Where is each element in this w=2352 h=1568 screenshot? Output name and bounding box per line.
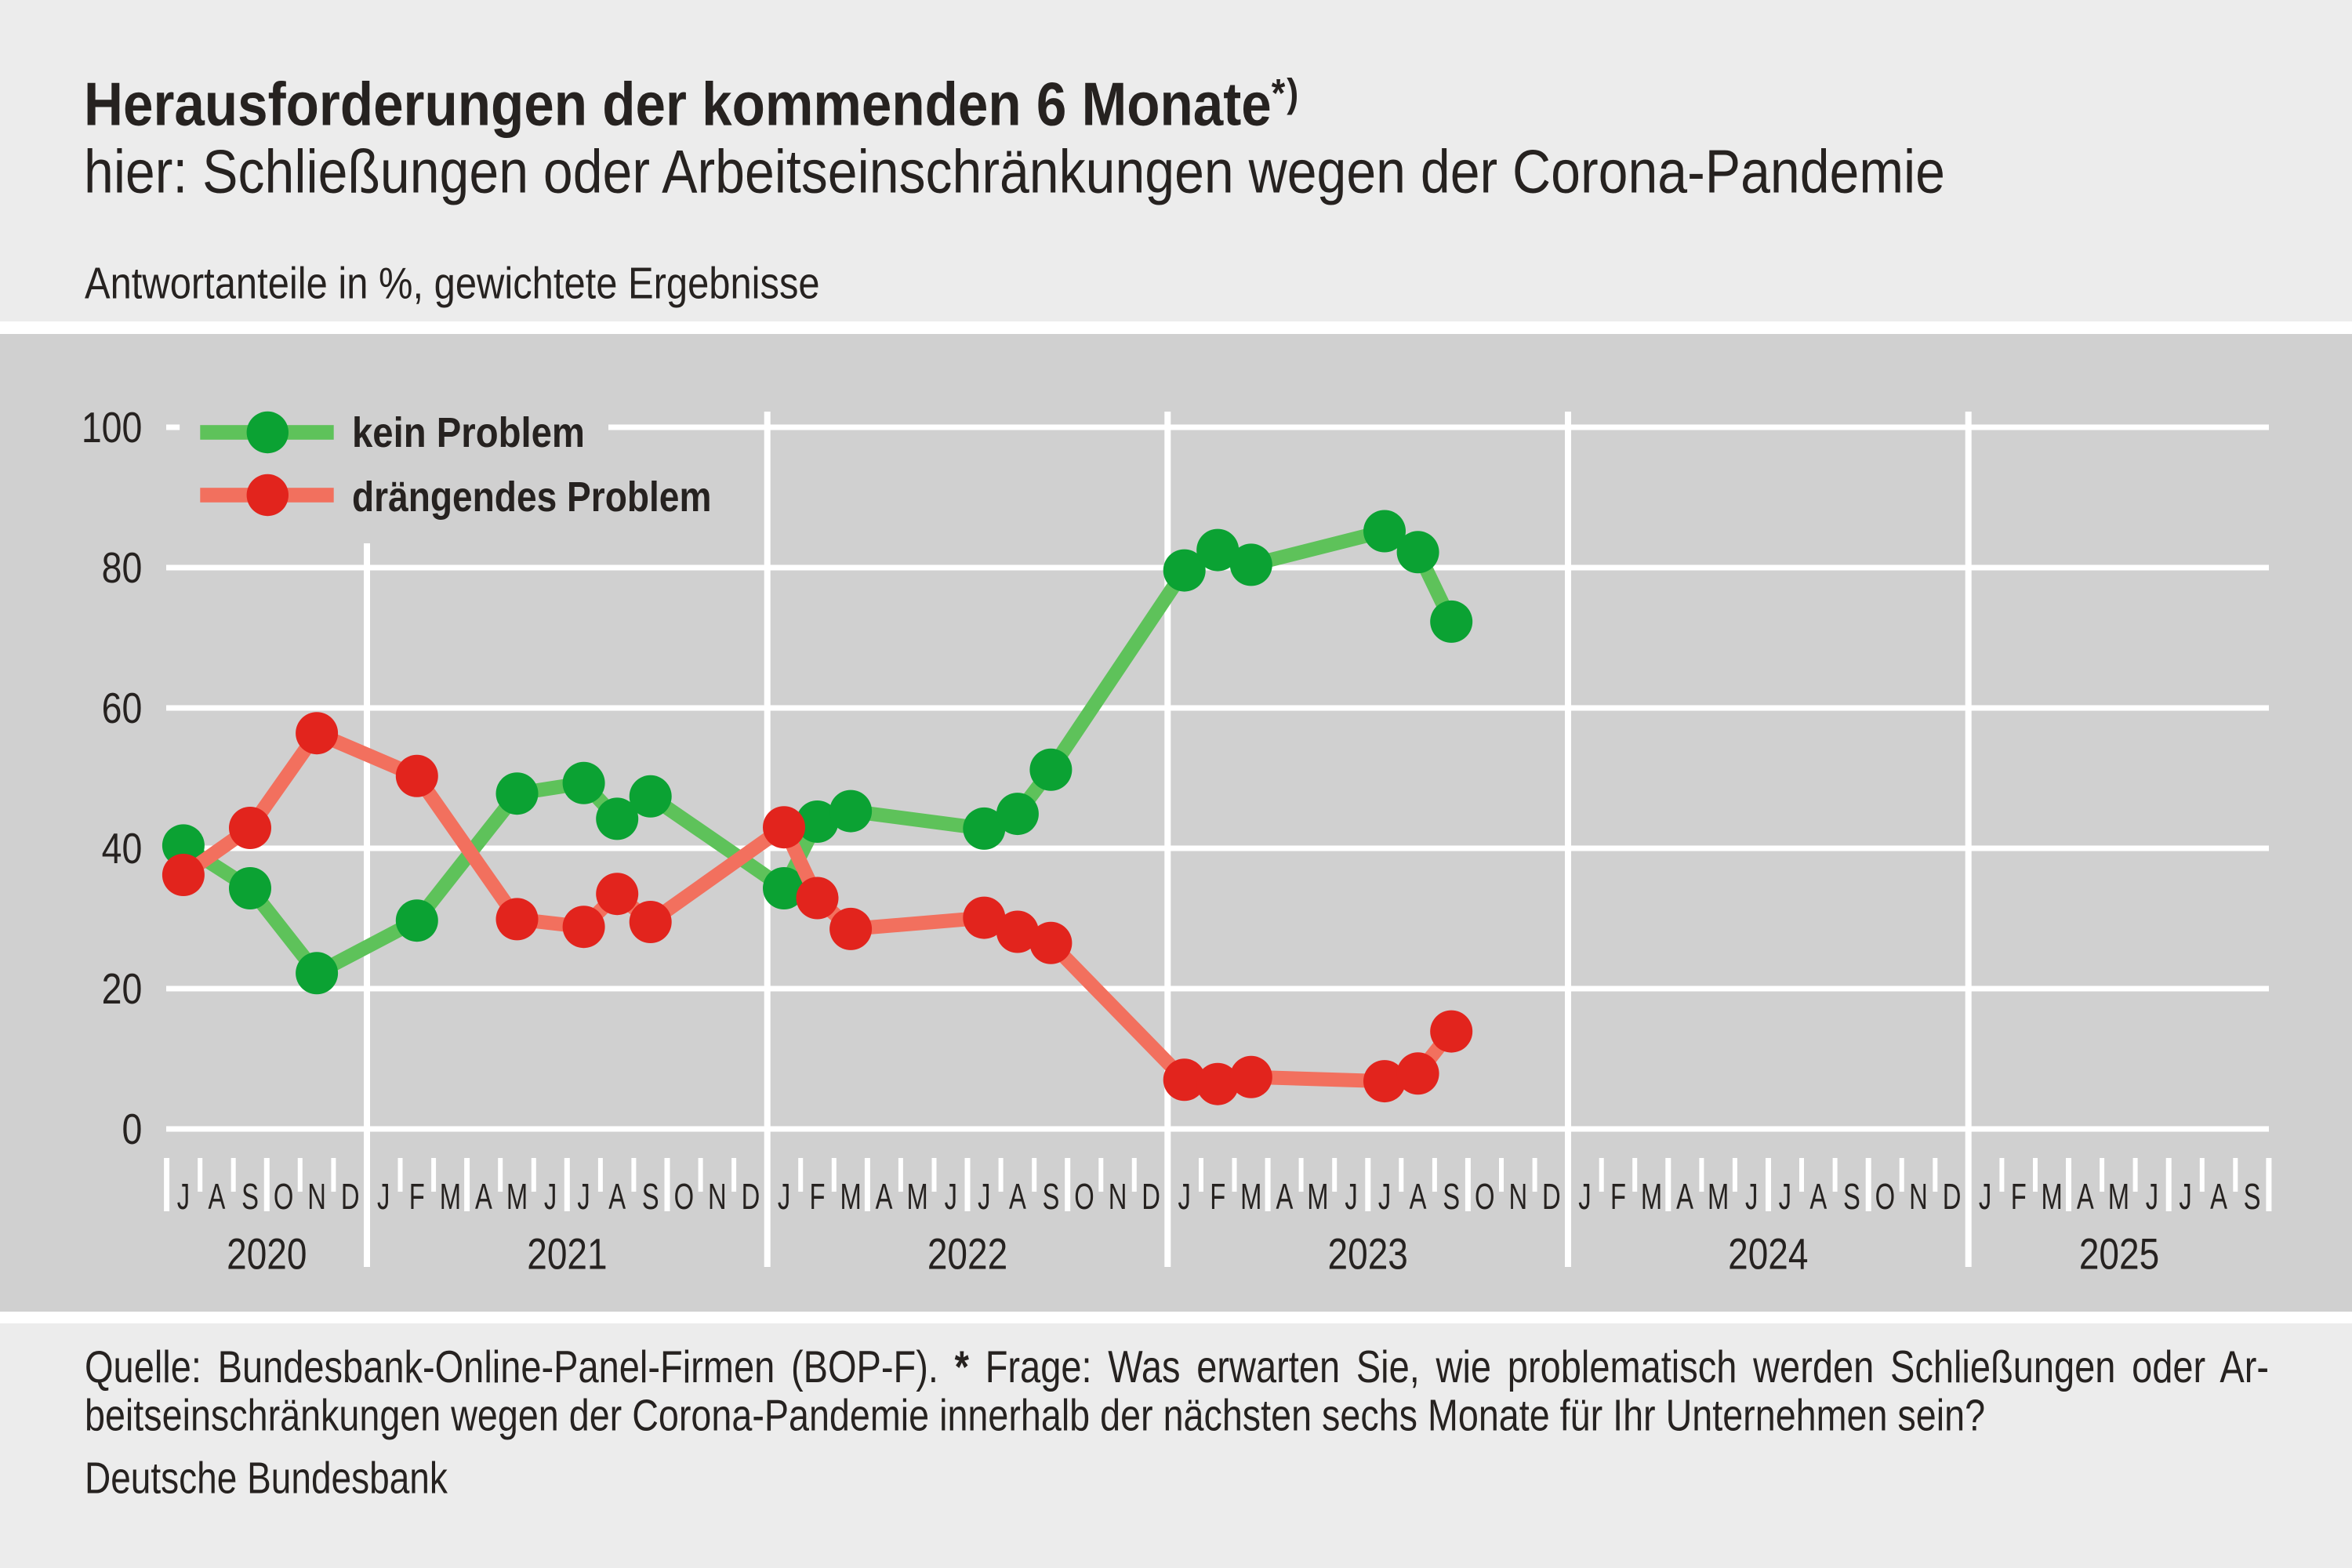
svg-text:2023: 2023 (1328, 1229, 1408, 1278)
svg-text:J: J (177, 1178, 190, 1218)
svg-text:N: N (1909, 1178, 1928, 1218)
svg-text:F: F (409, 1178, 425, 1218)
svg-text:2024: 2024 (1728, 1229, 1808, 1278)
svg-text:100: 100 (82, 403, 143, 451)
svg-text:J: J (1378, 1178, 1391, 1218)
svg-text:S: S (2244, 1178, 2261, 1218)
svg-text:J: J (577, 1178, 590, 1218)
svg-text:2021: 2021 (527, 1229, 607, 1278)
svg-text:A: A (2210, 1178, 2227, 1218)
svg-text:F: F (809, 1178, 825, 1218)
svg-text:N: N (1508, 1178, 1527, 1218)
svg-text:A: A (1809, 1178, 1827, 1218)
svg-text:O: O (274, 1178, 293, 1218)
svg-text:M: M (840, 1178, 861, 1218)
svg-text:J: J (1979, 1178, 1991, 1218)
svg-text:S: S (1042, 1178, 1059, 1218)
svg-text:J: J (945, 1178, 957, 1218)
svg-text:60: 60 (102, 684, 143, 731)
svg-text:O: O (1475, 1178, 1494, 1218)
svg-text:2022: 2022 (927, 1229, 1007, 1278)
svg-text:A: A (1410, 1178, 1427, 1218)
svg-text:N: N (708, 1178, 727, 1218)
svg-text:S: S (1443, 1178, 1460, 1218)
svg-text:J: J (778, 1178, 790, 1218)
svg-text:A: A (1676, 1178, 1693, 1218)
svg-text:80: 80 (102, 543, 143, 591)
svg-text:M: M (506, 1178, 528, 1218)
svg-text:J: J (544, 1178, 557, 1218)
svg-text:S: S (241, 1178, 259, 1218)
svg-text:J: J (978, 1178, 990, 1218)
svg-text:J: J (1779, 1178, 1791, 1218)
svg-text:O: O (1074, 1178, 1094, 1218)
svg-text:D: D (1943, 1178, 1962, 1218)
svg-text:F: F (2011, 1178, 2027, 1218)
svg-text:M: M (1240, 1178, 1261, 1218)
svg-text:F: F (1210, 1178, 1225, 1218)
svg-text:0: 0 (122, 1105, 143, 1152)
svg-text:F: F (1610, 1178, 1626, 1218)
svg-text:A: A (1009, 1178, 1026, 1218)
svg-text:kein Problem: kein Problem (352, 408, 585, 456)
svg-text:M: M (1641, 1178, 1662, 1218)
svg-text:D: D (341, 1178, 360, 1218)
svg-text:J: J (1345, 1178, 1357, 1218)
svg-text:J: J (1178, 1178, 1191, 1218)
svg-text:A: A (475, 1178, 492, 1218)
svg-text:D: D (1142, 1178, 1160, 1218)
svg-text:2020: 2020 (227, 1229, 307, 1278)
svg-text:20: 20 (102, 964, 143, 1012)
svg-text:M: M (907, 1178, 928, 1218)
svg-text:N: N (307, 1178, 326, 1218)
svg-text:D: D (742, 1178, 760, 1218)
svg-text:A: A (876, 1178, 893, 1218)
svg-text:A: A (608, 1178, 626, 1218)
svg-text:D: D (1542, 1178, 1561, 1218)
svg-text:S: S (642, 1178, 659, 1218)
svg-text:J: J (377, 1178, 390, 1218)
svg-text:2025: 2025 (2079, 1229, 2159, 1278)
svg-text:J: J (1578, 1178, 1591, 1218)
svg-text:M: M (1307, 1178, 1328, 1218)
svg-text:A: A (1276, 1178, 1293, 1218)
svg-text:J: J (2146, 1178, 2158, 1218)
svg-text:M: M (1708, 1178, 1729, 1218)
svg-text:M: M (2042, 1178, 2063, 1218)
svg-text:J: J (1745, 1178, 1758, 1218)
svg-text:A: A (2077, 1178, 2094, 1218)
svg-text:N: N (1109, 1178, 1127, 1218)
svg-text:M: M (440, 1178, 461, 1218)
svg-text:A: A (208, 1178, 225, 1218)
svg-text:40: 40 (102, 824, 143, 872)
svg-text:O: O (674, 1178, 694, 1218)
svg-text:M: M (2108, 1178, 2129, 1218)
svg-text:drängendes Problem: drängendes Problem (352, 474, 711, 521)
svg-text:O: O (1875, 1178, 1895, 1218)
svg-text:J: J (2179, 1178, 2191, 1218)
svg-text:S: S (1843, 1178, 1860, 1218)
